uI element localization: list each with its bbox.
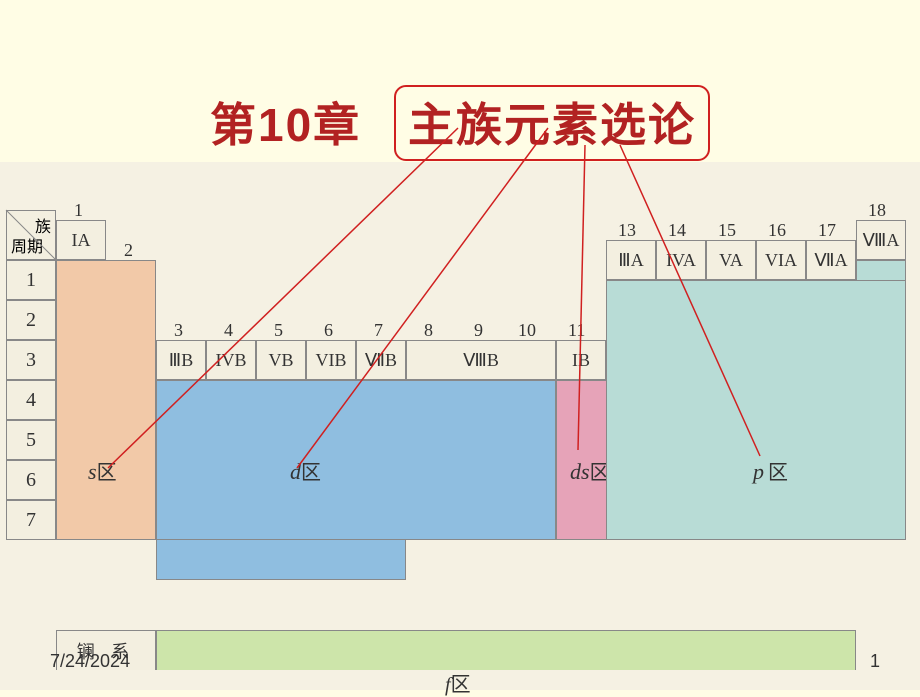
group-num-4: 4 [224,320,233,341]
footer-date: 7/24/2024 [50,651,130,672]
group-num-7: 7 [374,320,383,341]
group-IVA: IVA [656,240,706,280]
header-period-label: 周期 [11,233,43,257]
group-num-8: 8 [424,320,433,341]
p-block-top [856,260,906,280]
group-num-11: 11 [568,320,585,341]
group-VB: VB [256,340,306,380]
group-num-2: 2 [124,240,133,261]
group-num-16: 16 [768,220,786,241]
p-block-label: p区 [753,456,788,485]
period-7: 7 [6,500,56,540]
period-3: 3 [6,340,56,380]
f-block-label: f区 [445,668,471,697]
period-4: 4 [6,380,56,420]
s-block-label: s区 [88,456,117,485]
d-block-cn: 区 [301,462,321,484]
group-num-6: 6 [324,320,333,341]
group-num-15: 15 [718,220,736,241]
group-num-9: 9 [474,320,483,341]
group-IA: IA [56,220,106,260]
group-IB: IB [556,340,606,380]
d-block-main [156,380,556,540]
period-5: 5 [6,420,56,460]
s-block [56,260,156,540]
group-num-10: 10 [518,320,536,341]
chapter-number: 第10章 [210,99,361,151]
group-num-5: 5 [274,320,283,341]
s-block-letter: s [88,459,97,484]
d-block-letter: d [290,459,301,484]
p-block-main [606,280,906,540]
group-IIIB: ⅢB [156,340,206,380]
period-2: 2 [6,300,56,340]
d-block-ext [156,540,406,580]
footer-page: 1 [870,651,880,672]
group-VIIA: ⅦA [806,240,856,280]
group-num-1: 1 [74,200,83,221]
group-num-3: 3 [174,320,183,341]
chapter-subject-box: 主族元素选论 [394,85,710,161]
f-block-lanthanide [156,630,856,670]
ds-block-letter: ds [570,459,590,484]
group-num-17: 17 [818,220,836,241]
group-VIIB: ⅦB [356,340,406,380]
f-block-cn: 区 [451,674,471,696]
group-num-13: 13 [618,220,636,241]
d-block-label: d区 [290,456,321,485]
group-IVB: IVB [206,340,256,380]
p-block-letter: p [753,459,764,484]
group-num-14: 14 [668,220,686,241]
group-num-18: 18 [868,200,886,221]
header-corner-cell: 族 周期 [6,210,56,260]
group-VIIIA: ⅧA [856,220,906,260]
group-VIB: VIB [306,340,356,380]
group-IIIA: ⅢA [606,240,656,280]
group-VA: VA [706,240,756,280]
period-1: 1 [6,260,56,300]
period-6: 6 [6,460,56,500]
s-block-cn: 区 [97,462,117,484]
group-VIIIB: ⅧB [406,340,556,380]
group-VIA: VIA [756,240,806,280]
ds-block-label: ds区 [570,456,610,485]
chapter-subject: 主族元素选论 [408,99,696,151]
p-block-cn: 区 [768,462,788,484]
chapter-title: 第10章 主族元素选论 [0,85,920,161]
